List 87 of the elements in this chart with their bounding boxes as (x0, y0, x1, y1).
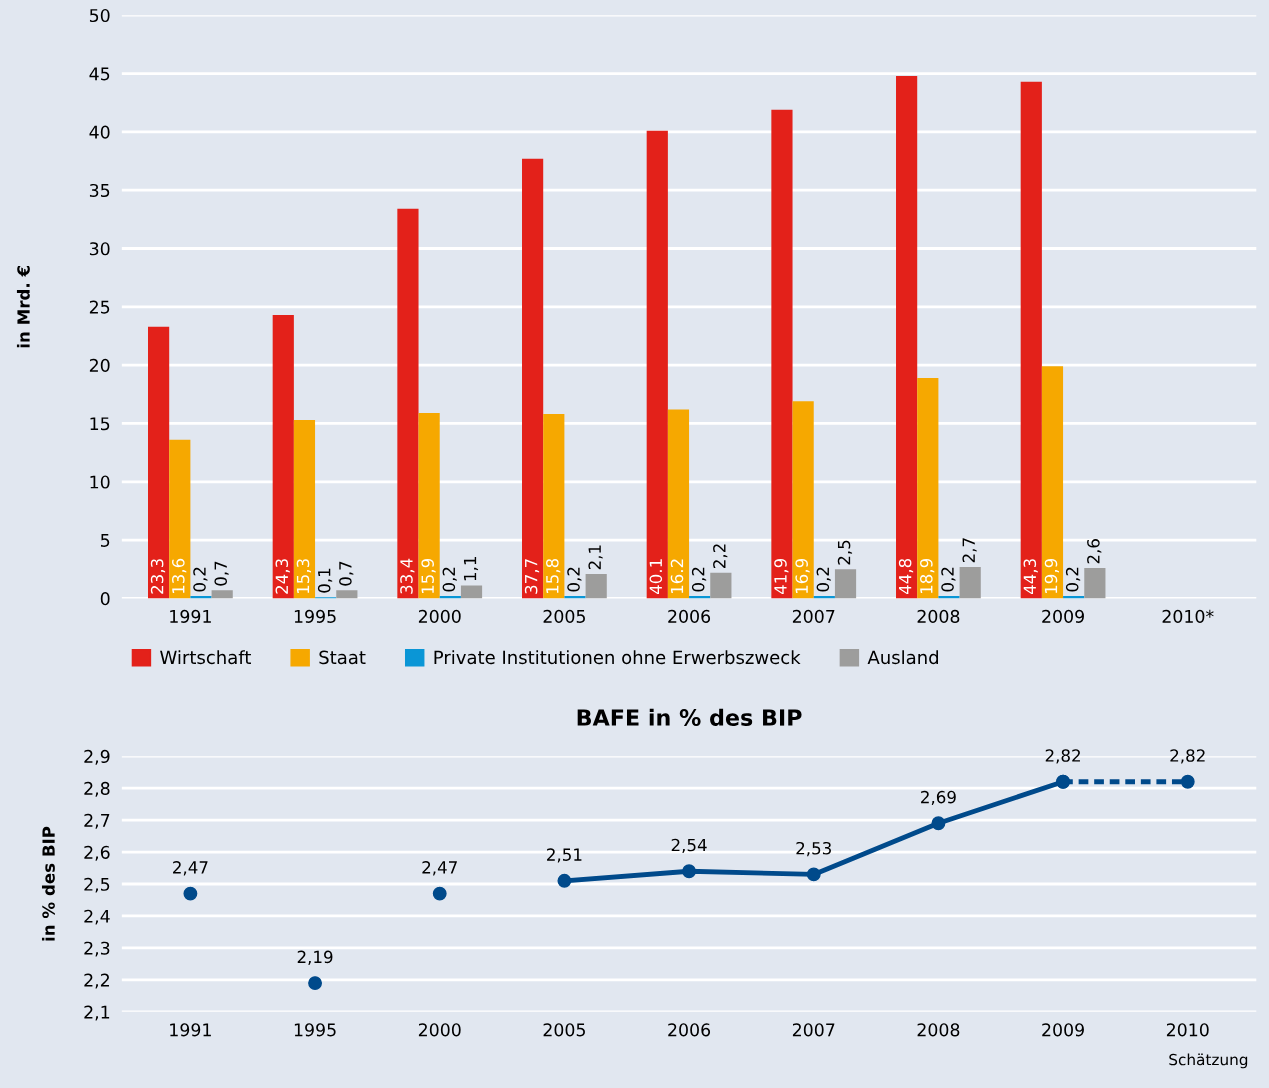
data-label: 0,2 (567, 567, 582, 592)
data-label: 2,5 (837, 540, 853, 565)
data-label: 0,2 (941, 567, 956, 592)
x-tick-label: 1991 (170, 1023, 211, 1037)
y-tick-label: 10 (90, 475, 110, 489)
data-label: 44,3 (1023, 559, 1038, 595)
data-label: 0,2 (1065, 567, 1081, 592)
data-label: 41,9 (774, 558, 789, 595)
data-label: 2,69 (921, 790, 956, 806)
y-axis-title: in % des BIP (41, 826, 55, 941)
x-tick-label: 2000 (418, 1023, 461, 1037)
data-label: 0,2 (442, 567, 457, 592)
y-tick-label: 2,6 (84, 845, 110, 861)
x-tick-label: 2009 (1042, 609, 1084, 623)
x-tick-label: 2006 (668, 609, 711, 623)
y-tick-label: 35 (89, 183, 110, 198)
x-tick-label: 1995 (294, 609, 336, 623)
x-tick-label: 2000 (418, 609, 461, 623)
y-tick-label: 2,8 (84, 781, 110, 797)
data-label: 2,1 (588, 545, 603, 570)
data-label: 19,9 (1044, 558, 1060, 594)
y-tick-label: 2,4 (84, 909, 110, 925)
legend-label: Staat (319, 650, 366, 665)
data-label: 2,7 (962, 538, 977, 563)
x-tick-label: 2008 (917, 1023, 960, 1037)
x-tick-label: 2006 (668, 1023, 711, 1037)
data-label: 15,8 (546, 558, 561, 594)
y-tick-label: 25 (89, 300, 110, 314)
data-label: 2,6 (1087, 539, 1102, 564)
data-label: 24,3 (275, 559, 290, 594)
y-tick-label: 2,5 (84, 877, 110, 893)
data-label: 44,8 (898, 558, 914, 595)
data-label: 2,51 (547, 848, 582, 863)
data-label: 2,82 (1045, 749, 1080, 764)
x-tick-label: 2010 (1166, 1023, 1209, 1037)
data-label: 37,7 (524, 559, 540, 594)
x-tick-label: 2007 (792, 609, 835, 623)
data-label: 0,2 (193, 567, 208, 592)
x-tick-label: 1995 (294, 1023, 336, 1037)
data-label: 15,3 (296, 559, 311, 594)
x-tick-label: 2008 (917, 609, 960, 623)
legend-label: Private Institutionen ohne Erwerbszweck (434, 650, 801, 665)
y-tick-label: 0 (100, 592, 110, 606)
y-tick-label: 30 (89, 242, 110, 256)
y-tick-label: 2,3 (84, 941, 110, 957)
data-label: 23,3 (150, 559, 166, 594)
y-tick-label: 50 (89, 8, 110, 23)
text: Schätzung (1169, 1053, 1248, 1069)
data-label: 2,53 (796, 841, 831, 857)
chart-title: BAFE in % des BIP (577, 708, 802, 726)
y-axis-title: in Mrd. € (16, 266, 30, 348)
data-label: 33,4 (400, 558, 415, 594)
y-tick-label: 40 (89, 125, 110, 139)
data-label: 0,7 (214, 561, 229, 586)
y-tick-label: 15 (90, 417, 110, 431)
x-tick-label: 2007 (792, 1023, 835, 1037)
y-tick-label: 2,7 (84, 813, 110, 829)
data-label: 13,6 (172, 558, 187, 594)
data-label: 2,47 (173, 861, 208, 876)
x-tick-label: 2009 (1042, 1023, 1084, 1037)
data-label: 40.1 (649, 559, 663, 595)
x-tick-label: 1991 (170, 609, 211, 623)
data-label: 1,1 (463, 557, 479, 581)
legend-label: Ausland (867, 650, 938, 665)
data-label: 2,54 (671, 838, 707, 854)
y-tick-label: 45 (89, 67, 110, 81)
y-tick-label: 2,1 (84, 1005, 110, 1021)
data-label: 2,2 (713, 544, 728, 569)
x-tick-label: 2010* (1162, 609, 1214, 623)
data-label: 0,7 (339, 561, 354, 586)
x-tick-label: 2005 (543, 609, 585, 623)
data-label: 18,9 (920, 558, 935, 594)
data-label: 15,9 (421, 558, 436, 594)
y-tick-label: 2,9 (84, 749, 110, 765)
y-tick-label: 2,2 (84, 973, 109, 989)
y-tick-label: 5 (101, 534, 110, 547)
data-label: 16.2 (670, 559, 684, 594)
data-label: 0,2 (691, 567, 707, 592)
data-label: 2,47 (422, 861, 457, 876)
data-label: 2,19 (297, 950, 333, 965)
x-tick-label: 2005 (543, 1023, 585, 1037)
data-label: 0,2 (816, 567, 831, 592)
legend-label: Wirtschaft (160, 650, 251, 665)
data-label: 2,82 (1170, 749, 1205, 764)
data-label: 16,9 (795, 558, 810, 594)
y-tick-label: 20 (89, 358, 110, 372)
data-label: 0,1 (317, 568, 333, 593)
